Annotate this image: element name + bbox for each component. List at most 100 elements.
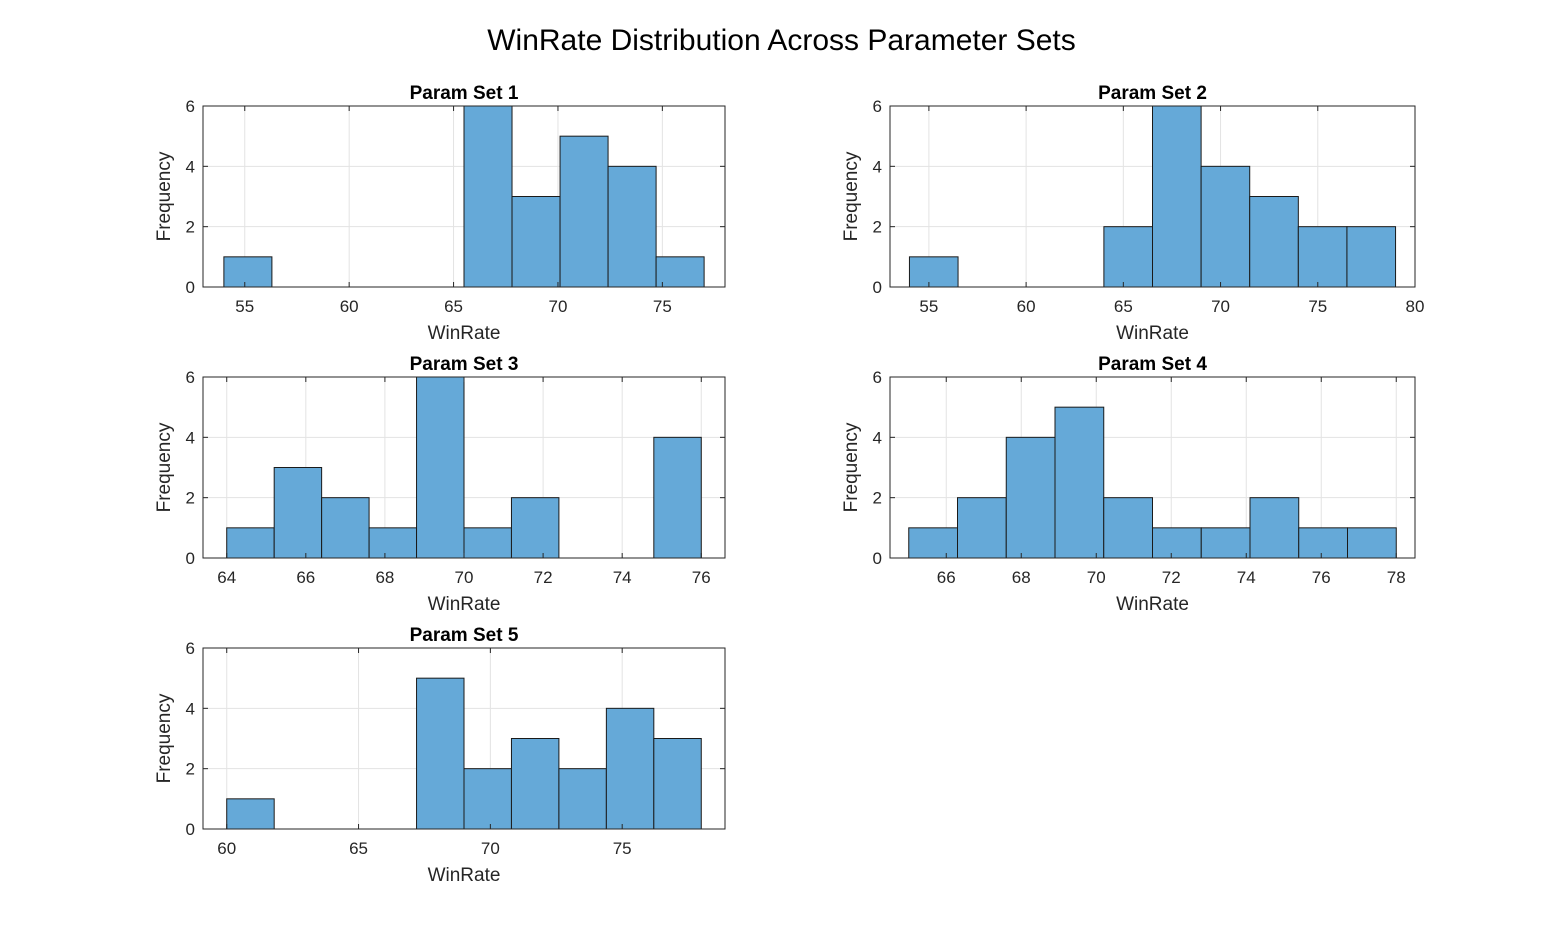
histogram-bar	[273, 467, 323, 559]
x-tick-label: 72	[534, 568, 553, 587]
y-tick-label: 6	[186, 97, 195, 116]
x-tick-label: 55	[235, 297, 254, 316]
axes-frame	[202, 647, 726, 830]
x-tick-label: 60	[217, 839, 236, 858]
x-tick-label: 68	[375, 568, 394, 587]
panel-title: Param Set 1	[410, 83, 519, 104]
histogram-panel-4: 66 68 70 72 74 76 78 0 2 4 6 Param Set 4 WinRate Freq…	[841, 354, 1416, 615]
histogram-bar	[655, 256, 705, 288]
y-tick-label: 6	[873, 368, 882, 387]
histogram-bar	[558, 768, 607, 830]
y-tick-label: 2	[186, 218, 195, 237]
histogram-bar	[908, 527, 958, 559]
panel-title: Param Set 4	[1098, 354, 1207, 375]
histogram-bar	[653, 738, 702, 830]
y-tick-label: 6	[186, 639, 195, 658]
x-tick-label: 65	[349, 839, 368, 858]
histogram-bar	[559, 135, 609, 288]
figure-title: WinRate Distribution Across Parameter Se…	[487, 24, 1076, 57]
y-axis-label: Frequency	[154, 693, 175, 783]
axes-frame	[889, 105, 1416, 288]
x-tick-label: 55	[919, 297, 938, 316]
histogram-bar	[510, 497, 560, 559]
x-axis-label: WinRate	[428, 865, 501, 886]
y-axis-label: Frequency	[841, 151, 862, 241]
x-tick-label: 70	[481, 839, 500, 858]
x-tick-label: 65	[1114, 297, 1133, 316]
histogram-bar	[1152, 527, 1202, 559]
x-tick-label: 70	[455, 568, 474, 587]
histogram-bar	[1200, 165, 1251, 288]
histogram-bar	[463, 768, 512, 830]
histogram-bar	[511, 196, 561, 288]
x-tick-label: 70	[1087, 568, 1106, 587]
histogram-bar	[1297, 226, 1348, 288]
y-tick-label: 2	[186, 760, 195, 779]
histogram-bar	[908, 256, 959, 288]
x-tick-label: 70	[1211, 297, 1230, 316]
x-tick-label: 74	[1237, 568, 1256, 587]
histogram-bar	[1005, 436, 1056, 559]
x-axis-label: WinRate	[1116, 594, 1189, 615]
x-tick-label: 68	[1012, 568, 1031, 587]
x-tick-label: 80	[1406, 297, 1425, 316]
x-tick-label: 75	[1308, 297, 1327, 316]
x-tick-label: 65	[444, 297, 463, 316]
y-tick-label: 2	[873, 489, 882, 508]
panel-title: Param Set 3	[410, 354, 519, 375]
histogram-bar	[463, 527, 512, 559]
x-tick-label: 72	[1162, 568, 1181, 587]
x-axis-label: WinRate	[428, 323, 501, 344]
histogram-panel-2: 55 60 65 70 75 80 0 2 4 6 Param Set 2 WinRate Freque…	[841, 83, 1424, 344]
x-tick-label: 74	[613, 568, 632, 587]
y-tick-label: 6	[873, 97, 882, 116]
histogram-bar	[223, 256, 273, 288]
y-tick-label: 4	[186, 699, 195, 718]
x-tick-label: 66	[937, 568, 956, 587]
histogram-panel-5: 60 65 70 75 0 2 4 6 Param Set 5 WinRate Frequency	[154, 625, 726, 886]
y-tick-label: 0	[873, 549, 882, 568]
y-axis-label: Frequency	[841, 422, 862, 512]
x-tick-label: 60	[340, 297, 359, 316]
histogram-bar	[416, 376, 465, 559]
histogram-bar	[510, 738, 560, 830]
histogram-bar	[1200, 527, 1251, 559]
histogram-bar	[416, 677, 465, 830]
histogram-bar	[1298, 527, 1348, 559]
axes-frame	[889, 376, 1416, 559]
histogram-bar	[463, 105, 513, 288]
y-tick-label: 0	[186, 278, 195, 297]
panel-title: Param Set 2	[1098, 83, 1207, 104]
x-tick-label: 75	[613, 839, 632, 858]
x-tick-label: 75	[653, 297, 672, 316]
y-tick-label: 2	[186, 489, 195, 508]
histogram-bar	[605, 707, 655, 830]
histogram-bar	[368, 527, 418, 559]
y-tick-label: 4	[873, 428, 882, 447]
histogram-bar	[653, 436, 702, 559]
histogram-bar	[1249, 196, 1299, 288]
y-tick-label: 0	[186, 549, 195, 568]
y-tick-label: 0	[873, 278, 882, 297]
histogram-bar	[1103, 226, 1154, 288]
histogram-bar	[321, 497, 370, 559]
histogram-bar	[1249, 497, 1300, 559]
x-axis-label: WinRate	[1116, 323, 1189, 344]
y-tick-label: 6	[186, 368, 195, 387]
y-axis-label: Frequency	[154, 422, 175, 512]
histogram-panel-1: 55 60 65 70 75 0 2 4 6 Param Set 1 WinRate Frequenc…	[154, 83, 726, 344]
histogram-bar	[226, 798, 275, 830]
y-tick-label: 0	[186, 820, 195, 839]
histogram-bar	[1054, 406, 1105, 559]
histogram-bar	[1152, 105, 1202, 288]
histogram-bar	[1103, 497, 1153, 559]
histogram-bar	[1347, 527, 1397, 559]
y-tick-label: 2	[873, 218, 882, 237]
y-tick-label: 4	[186, 157, 195, 176]
histogram-panel-3: 64 66 68 70 72 74 76 0 2 4 6 Param Set 3 WinRate Freq…	[154, 354, 726, 615]
axes-frame	[202, 105, 726, 288]
histogram-bar	[226, 527, 275, 559]
y-axis-label: Frequency	[154, 151, 175, 241]
y-tick-label: 4	[873, 157, 882, 176]
